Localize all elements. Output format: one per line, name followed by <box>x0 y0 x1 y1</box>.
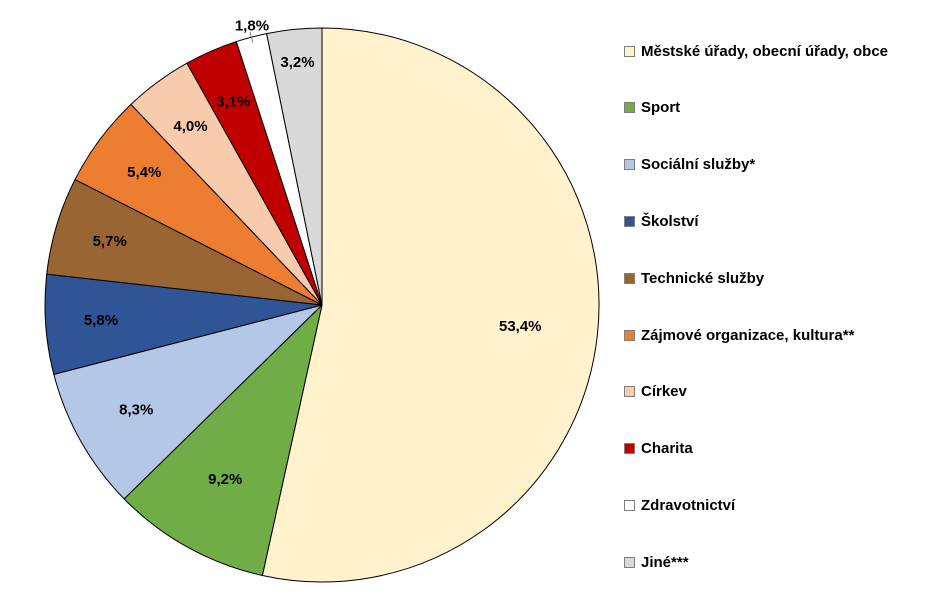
slice-labels: 53,4% 9,2% 8,3% 5,8% 5,7% 5,4% 4,0% 3,1% 1,8% 3,2… <box>84 17 542 488</box>
legend-item-cirkev: Církev <box>624 381 687 403</box>
legend-label: Sociální služby* <box>641 156 756 174</box>
legend-label: Školství <box>641 212 699 230</box>
legend-label: Zdravotnictví <box>641 496 736 514</box>
legend-label: Sport <box>641 99 681 117</box>
data-label-cirkev: 4,0% <box>173 118 207 135</box>
legend-swatch <box>624 329 635 341</box>
legend-item-mestske-urady-obecni-urady-obce: Městské úřady, obecní úřady, obce <box>624 40 888 62</box>
legend-item-skolstvi: Školství <box>624 210 699 232</box>
legend-label: Charita <box>641 440 693 458</box>
legend-swatch <box>624 159 635 171</box>
data-label-sport: 9,2% <box>208 471 242 488</box>
data-label-technicke-sluzby: 5,7% <box>93 233 127 250</box>
legend-label: Jiné*** <box>641 553 689 571</box>
data-label-skolstvi: 5,8% <box>84 312 118 329</box>
legend-item-jine: Jiné*** <box>624 551 689 573</box>
pie-slices <box>44 27 600 583</box>
legend-swatch <box>624 386 635 398</box>
data-label-mestske-urady-obecni-urady-obce: 53,4% <box>499 318 542 335</box>
legend-item-socialni-sluzby: Sociální služby* <box>624 154 755 176</box>
legend-swatch <box>624 272 635 284</box>
pie-slice-jine <box>266 27 323 306</box>
legend-swatch <box>624 556 635 568</box>
pie-slice-socialni-sluzby <box>53 304 323 500</box>
legend-item-zdravotnictvi: Zdravotnictví <box>624 494 735 516</box>
legend-swatch <box>624 499 635 511</box>
data-label-socialni-sluzby: 8,3% <box>119 401 153 418</box>
data-label-jine: 3,2% <box>280 54 314 71</box>
legend-label: Technické služby <box>641 269 765 287</box>
legend-swatch <box>624 102 635 114</box>
legend-item-charita: Charita <box>624 438 693 460</box>
legend-swatch <box>624 443 635 455</box>
legend-label: Městské úřady, obecní úřady, obce <box>641 42 889 60</box>
legend-swatch <box>624 45 635 57</box>
legend-swatch <box>624 215 635 227</box>
data-label-zdravotnictvi: 1,8% <box>235 17 269 34</box>
legend-label: Zájmové organizace, kultura** <box>641 326 855 344</box>
leader-lines <box>249 31 254 43</box>
leader-line-zdravotnictvi <box>249 31 254 43</box>
legend-item-sport: Sport <box>624 97 680 119</box>
pie-slice-mestske-urady-obecni-urady-obce <box>261 27 600 583</box>
legend-item-zajmove-organizace-kultura: Zájmové organizace, kultura** <box>624 324 854 346</box>
data-label-charita: 3,1% <box>216 93 250 110</box>
pie-slice-sport <box>123 304 323 577</box>
legend-label: Církev <box>641 383 687 401</box>
legend-item-technicke-sluzby: Technické služby <box>624 267 764 289</box>
data-label-zajmove-organizace-kultura: 5,4% <box>127 164 161 181</box>
